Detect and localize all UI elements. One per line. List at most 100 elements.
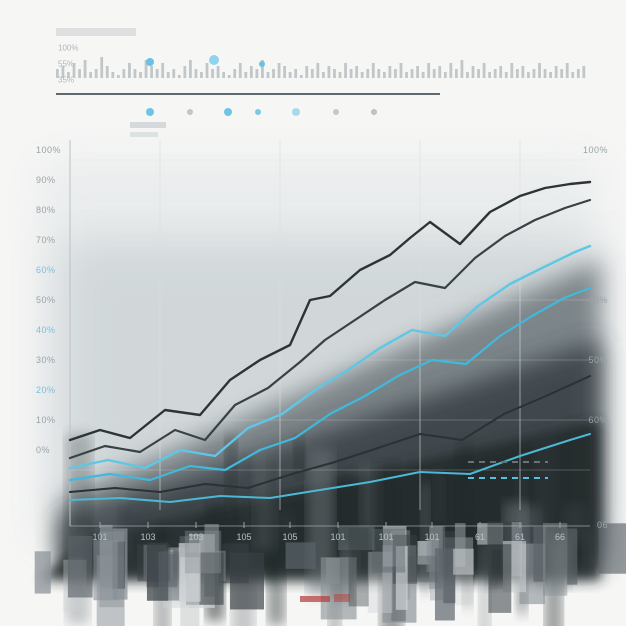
row-dot-icon bbox=[255, 109, 261, 115]
spark-bar bbox=[372, 63, 375, 78]
spark-bar bbox=[560, 69, 563, 78]
y-axis-label: 40% bbox=[36, 325, 56, 335]
y-axis-label: 50% bbox=[36, 295, 56, 305]
spark-bar bbox=[328, 66, 331, 78]
y-axis-label: 80% bbox=[36, 205, 56, 215]
x-axis-label: 66 bbox=[555, 532, 565, 542]
spark-bar bbox=[89, 72, 92, 78]
spark-bar bbox=[344, 63, 347, 78]
spark-bar bbox=[117, 75, 120, 78]
y-axis-label: 100% bbox=[36, 145, 61, 155]
spark-bar bbox=[466, 72, 469, 78]
row-dot-icon bbox=[292, 108, 300, 116]
row-dot-icon bbox=[187, 109, 193, 115]
x-axis-label: 101 bbox=[92, 532, 107, 542]
x-axis-label: 101 bbox=[424, 532, 439, 542]
spark-bar bbox=[206, 63, 209, 78]
spark-bar bbox=[189, 60, 192, 78]
spark-bar bbox=[289, 72, 292, 78]
spark-bar bbox=[494, 69, 497, 78]
spark-bar bbox=[394, 69, 397, 78]
spark-bar bbox=[250, 66, 253, 78]
spark-bar bbox=[516, 69, 519, 78]
spark-bar bbox=[411, 69, 414, 78]
spark-bar bbox=[172, 69, 175, 78]
spark-bar bbox=[499, 66, 502, 78]
spark-bar bbox=[300, 75, 303, 78]
spark-bar bbox=[139, 72, 142, 78]
spark-bar bbox=[100, 57, 103, 78]
spark-bar bbox=[549, 72, 552, 78]
spark-bar bbox=[244, 72, 247, 78]
spark-bar bbox=[472, 66, 475, 78]
spark-bar bbox=[488, 72, 491, 78]
spark-bar bbox=[377, 69, 380, 78]
x-axis-label: 105 bbox=[236, 532, 251, 542]
spark-bar bbox=[217, 66, 220, 78]
sparkline-panel bbox=[56, 28, 585, 94]
spark-bar bbox=[510, 63, 513, 78]
spark-dot-icon bbox=[259, 61, 265, 67]
spark-bar bbox=[400, 63, 403, 78]
spark-bar bbox=[183, 66, 186, 78]
spark-bar bbox=[167, 72, 170, 78]
y-axis-label: 0% bbox=[36, 445, 50, 455]
row-dot-icon bbox=[146, 108, 154, 116]
x-axis-label: 101 bbox=[378, 532, 393, 542]
spark-bar bbox=[522, 66, 525, 78]
spark-bar bbox=[566, 63, 569, 78]
spark-bar bbox=[267, 72, 270, 78]
y-axis-label: 60% bbox=[36, 265, 56, 275]
spark-bar bbox=[544, 69, 547, 78]
spark-bar bbox=[195, 69, 198, 78]
spark-bar bbox=[222, 72, 225, 78]
spark-bar bbox=[228, 75, 231, 78]
spark-bar bbox=[571, 72, 574, 78]
spark-bar bbox=[294, 69, 297, 78]
spark-bar bbox=[555, 66, 558, 78]
spark-bar bbox=[477, 69, 480, 78]
spark-bar bbox=[283, 66, 286, 78]
spark-bar bbox=[278, 63, 281, 78]
spark-bar bbox=[178, 75, 181, 78]
spark-bar bbox=[422, 72, 425, 78]
x-axis-label: 101 bbox=[330, 532, 345, 542]
spark-bar bbox=[123, 69, 126, 78]
y-axis-right-label: 06 bbox=[597, 520, 608, 530]
spark-y-label: 35% bbox=[58, 76, 74, 85]
spark-bar bbox=[339, 72, 342, 78]
x-axis-label: 103 bbox=[188, 532, 203, 542]
spark-bar bbox=[355, 66, 358, 78]
spark-bar bbox=[239, 63, 242, 78]
spark-bar bbox=[366, 69, 369, 78]
spark-dot-icon bbox=[146, 58, 154, 66]
y-axis-right-label: 100% bbox=[583, 145, 608, 155]
spark-bar bbox=[322, 72, 325, 78]
spark-bar bbox=[449, 63, 452, 78]
spark-bar bbox=[95, 69, 98, 78]
y-axis-right-label: 50% bbox=[588, 355, 608, 365]
spark-bar bbox=[161, 63, 164, 78]
spark-bar bbox=[111, 72, 114, 78]
spark-bar bbox=[461, 60, 464, 78]
spark-bar bbox=[156, 69, 159, 78]
spark-y-label: 100% bbox=[58, 44, 78, 53]
x-axis-label: 61 bbox=[515, 532, 525, 542]
spark-bar bbox=[305, 66, 308, 78]
spark-bar bbox=[438, 66, 441, 78]
spark-bar bbox=[455, 69, 458, 78]
spark-bar bbox=[405, 72, 408, 78]
x-axis-label: 61 bbox=[475, 532, 485, 542]
x-axis-label: 105 bbox=[282, 532, 297, 542]
spark-bar bbox=[483, 63, 486, 78]
spark-y-label: 55% bbox=[58, 60, 74, 69]
spark-bar bbox=[383, 72, 386, 78]
spark-bar bbox=[200, 72, 203, 78]
spark-bar bbox=[389, 66, 392, 78]
spark-bar bbox=[433, 69, 436, 78]
y-axis-label: 10% bbox=[36, 415, 56, 425]
spark-bar bbox=[333, 69, 336, 78]
spark-bar bbox=[150, 66, 153, 78]
spark-bar bbox=[311, 69, 314, 78]
spark-bar bbox=[444, 72, 447, 78]
